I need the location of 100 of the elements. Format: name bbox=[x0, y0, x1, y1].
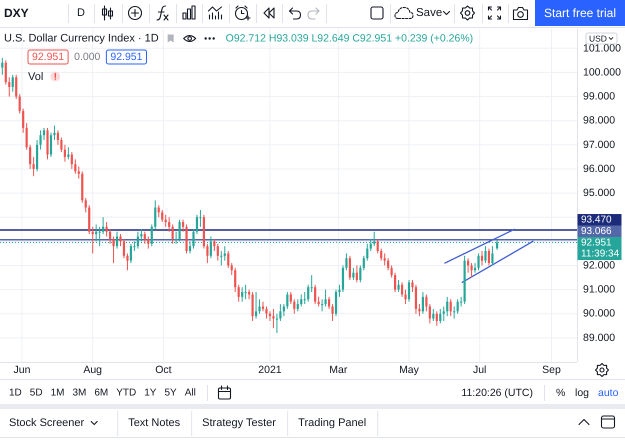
candlestick bbox=[130, 243, 132, 264]
candlestick bbox=[158, 204, 160, 218]
annotation: 92.951 bbox=[32, 51, 64, 63]
candlestick bbox=[466, 258, 470, 274]
text: 1D bbox=[9, 388, 22, 398]
candlestick bbox=[32, 156, 35, 177]
candlestick bbox=[182, 219, 184, 232]
candlestick bbox=[477, 252, 480, 271]
candlestick bbox=[64, 144, 66, 162]
candlestick bbox=[290, 292, 292, 305]
text: Stock Screener bbox=[9, 417, 85, 429]
y-tick-label: 95.000 bbox=[583, 187, 616, 200]
candlestick bbox=[439, 308, 442, 324]
candlestick bbox=[108, 228, 112, 244]
x-tick-label: Oct bbox=[155, 364, 172, 376]
candlestick bbox=[422, 292, 424, 314]
ref-line-label: 92.951 bbox=[581, 237, 612, 248]
candlestick bbox=[1, 57, 4, 76]
candlestick bbox=[220, 250, 222, 266]
candlestick bbox=[122, 238, 126, 259]
candlestick bbox=[67, 146, 70, 160]
y-tick-label: 97.000 bbox=[583, 138, 616, 151]
candlestick bbox=[258, 298, 261, 314]
candlestick bbox=[216, 243, 219, 262]
candlestick bbox=[404, 289, 407, 305]
candlestick bbox=[446, 296, 448, 317]
candlestick bbox=[408, 279, 410, 302]
annotation: Vol bbox=[28, 71, 44, 83]
candlestick bbox=[345, 252, 348, 271]
y-tick-label: 98.000 bbox=[583, 114, 616, 127]
candlestick bbox=[356, 264, 358, 283]
candlestick bbox=[450, 298, 452, 317]
x-tick-label: 2021 bbox=[258, 364, 282, 376]
text: 6M bbox=[94, 388, 108, 398]
candlestick bbox=[470, 262, 473, 278]
candlestick bbox=[414, 284, 418, 314]
candlestick bbox=[418, 304, 421, 317]
annotation: 92.951 bbox=[110, 51, 143, 63]
candlestick bbox=[348, 255, 352, 280]
text: 11:20:26 (UTC) bbox=[461, 387, 533, 399]
text: 11:39:34 bbox=[581, 248, 620, 260]
text: USD bbox=[589, 34, 607, 44]
x-tick-label: Jun bbox=[14, 364, 31, 376]
text: 1M bbox=[50, 388, 64, 398]
text: 1Y bbox=[144, 388, 157, 398]
candlestick bbox=[394, 272, 396, 293]
text: Trading Panel bbox=[298, 417, 366, 429]
text: auto bbox=[598, 387, 619, 399]
candlestick bbox=[387, 258, 390, 271]
candlestick bbox=[4, 60, 7, 85]
candlestick bbox=[334, 289, 338, 317]
x-tick-label: Aug bbox=[83, 364, 102, 376]
candlestick bbox=[428, 304, 431, 324]
candlestick bbox=[39, 130, 42, 150]
chart-title: U.S. Dollar Currency Index · 1D bbox=[4, 32, 159, 44]
x-tick-label: May bbox=[399, 364, 420, 376]
text: log bbox=[575, 387, 590, 399]
y-tick-label: 100.000 bbox=[583, 66, 622, 78]
text: Start free trial bbox=[544, 6, 616, 20]
candlestick bbox=[456, 298, 459, 314]
candlestick bbox=[210, 236, 212, 259]
text: 3M bbox=[72, 388, 86, 398]
candlestick bbox=[318, 296, 320, 307]
candlestick bbox=[196, 214, 198, 235]
candlestick bbox=[161, 209, 164, 223]
y-tick-label: 96.000 bbox=[583, 162, 616, 175]
y-tick-label: 99.000 bbox=[583, 90, 616, 103]
ref-line-label: 93.066 bbox=[581, 226, 612, 237]
candlestick bbox=[29, 144, 32, 170]
y-tick-label: 90.000 bbox=[583, 308, 616, 320]
candlestick bbox=[342, 264, 344, 293]
candlestick bbox=[352, 267, 354, 280]
text: 5D bbox=[30, 388, 43, 398]
ref-line-label: 93.470 bbox=[581, 214, 612, 226]
text: All bbox=[184, 388, 196, 398]
candlestick bbox=[262, 301, 264, 312]
candlestick bbox=[488, 248, 490, 266]
text: DXY bbox=[4, 6, 29, 20]
candlestick bbox=[338, 284, 341, 298]
candlestick bbox=[70, 152, 73, 170]
text: D bbox=[77, 7, 86, 19]
candlestick bbox=[314, 284, 316, 305]
y-tick-label: 92.000 bbox=[583, 259, 616, 272]
candlestick bbox=[178, 219, 181, 242]
candlestick bbox=[241, 286, 244, 302]
x-tick-label: Sep bbox=[542, 364, 562, 376]
candlestick bbox=[248, 289, 250, 300]
text: YTD bbox=[116, 388, 136, 398]
x-tick-label: Jul bbox=[472, 364, 486, 376]
candlestick bbox=[172, 224, 174, 244]
text: 5Y bbox=[164, 388, 178, 398]
annotation: 0.000 bbox=[74, 51, 101, 63]
candlestick bbox=[164, 214, 167, 228]
text: Text Notes bbox=[128, 417, 181, 429]
text: Strategy Tester bbox=[202, 417, 276, 429]
candlestick bbox=[206, 243, 208, 264]
candlestick bbox=[296, 298, 299, 312]
candlestick bbox=[272, 308, 275, 329]
y-tick-label: 89.000 bbox=[583, 332, 616, 344]
text: Save bbox=[416, 7, 442, 19]
